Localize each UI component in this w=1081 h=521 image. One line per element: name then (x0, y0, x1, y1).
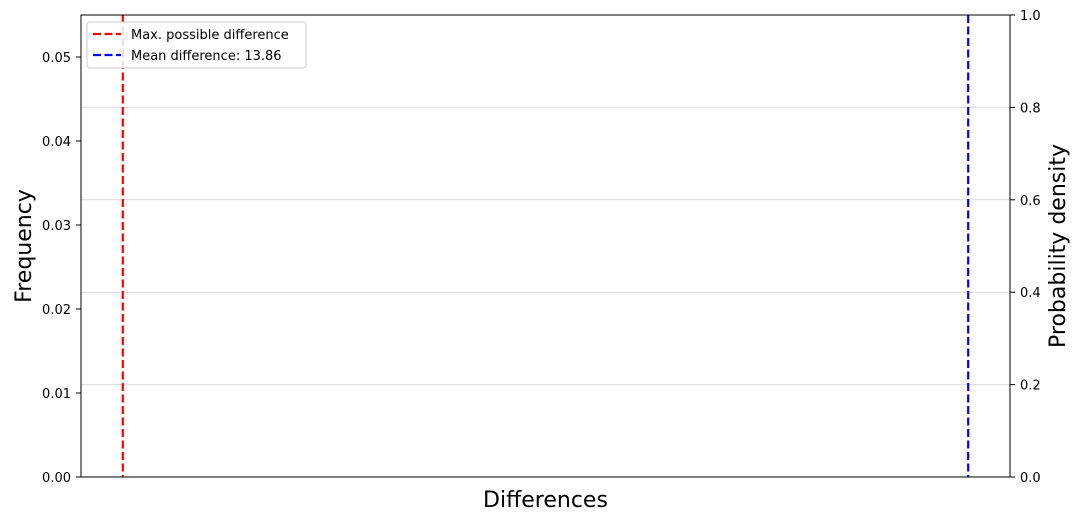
x-axis-title: Differences (483, 488, 608, 513)
right-axis-gridlines (81, 106, 1010, 386)
right-tick-label: 0.8 (1020, 101, 1041, 116)
right-tick-label: 0.6 (1020, 194, 1041, 209)
right-y-axis-title: Probability density (1046, 144, 1071, 348)
left-tick-label: 0.04 (42, 135, 71, 150)
legend: Max. possible difference Mean difference:… (86, 21, 307, 69)
left-tick-label: 0.03 (42, 219, 71, 234)
legend-label: Max. possible difference (131, 28, 289, 43)
right-tick-label: 1.0 (1020, 9, 1041, 24)
left-tick-label: 0.05 (42, 51, 71, 66)
plot-frame (80, 14, 1011, 478)
right-tick-label: 0.2 (1020, 379, 1041, 394)
left-tick-label: 0.00 (42, 471, 71, 486)
left-axis-ticks: 0.00 0.01 0.02 0.03 0.04 0.05 (42, 51, 81, 486)
legend-label: Mean difference: 13.86 (131, 49, 282, 64)
reference-lines (121, 15, 970, 477)
right-tick-label: 0.0 (1020, 471, 1041, 486)
left-y-axis-title: Frequency (12, 189, 37, 303)
left-tick-label: 0.02 (42, 303, 71, 318)
right-axis-ticks: 0.0 0.2 0.4 0.6 0.8 1.0 (1010, 9, 1041, 486)
right-tick-label: 0.4 (1020, 286, 1041, 301)
legend-box (86, 21, 307, 69)
left-tick-label: 0.01 (42, 387, 71, 402)
